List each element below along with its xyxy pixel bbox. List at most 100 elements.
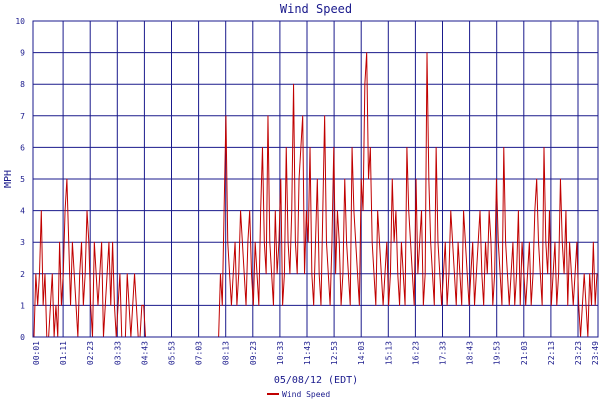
data-point [221, 305, 223, 306]
data-point [81, 241, 82, 243]
data-point [466, 273, 468, 275]
data-point [51, 273, 53, 275]
data-point [373, 273, 375, 275]
data-point [291, 210, 293, 212]
data-point [315, 241, 316, 243]
data-point [519, 305, 521, 306]
data-point [439, 273, 441, 275]
data-point [411, 273, 413, 275]
data-point [307, 241, 309, 243]
data-point [256, 273, 258, 275]
data-point [110, 305, 112, 306]
data-point [108, 241, 110, 243]
data-point [276, 273, 278, 275]
data-point [539, 273, 541, 275]
x-tick-label: 11:43 [303, 341, 312, 365]
data-point [245, 305, 247, 306]
x-tick-label: 01:11 [59, 341, 68, 365]
data-point [271, 273, 273, 275]
data-point [329, 305, 331, 306]
data-point [117, 305, 119, 306]
data-point [119, 273, 121, 275]
data-point [40, 210, 42, 212]
data-point [454, 273, 455, 275]
data-point [585, 305, 587, 306]
data-point [393, 241, 395, 243]
data-point [390, 273, 391, 275]
data-point [485, 241, 486, 243]
data-point [459, 273, 461, 275]
data-point [225, 115, 227, 117]
data-point [592, 241, 594, 243]
data-point [538, 241, 539, 243]
y-tick-labels: 0 1 2 3 4 5 6 7 8 9 10 [15, 17, 25, 342]
data-point [223, 210, 225, 212]
data-point [574, 273, 576, 275]
data-point [232, 273, 234, 275]
data-point [426, 52, 428, 53]
x-tick-label: 17:33 [439, 341, 448, 365]
chart-title: Wind Speed [280, 2, 352, 16]
data-point [490, 241, 492, 243]
data-point [227, 241, 229, 243]
data-point [240, 210, 241, 212]
data-point [234, 241, 236, 243]
data-point [99, 273, 101, 275]
data-point [294, 241, 296, 243]
data-point [278, 241, 280, 243]
data-point [114, 305, 115, 306]
x-tick-label: 22:13 [547, 341, 556, 365]
y-tick-label: 8 [20, 80, 25, 89]
data-point [571, 273, 572, 275]
data-point [322, 210, 324, 212]
data-point [260, 210, 262, 212]
data-point [483, 305, 485, 306]
data-point [494, 273, 496, 275]
data-point [448, 273, 450, 275]
plot-frame [32, 20, 599, 338]
data-point [505, 241, 506, 243]
data-point [258, 305, 260, 306]
data-point [251, 273, 252, 275]
data-point [446, 305, 448, 306]
data-point [532, 273, 534, 275]
data-point [488, 210, 490, 212]
data-point [561, 241, 563, 243]
x-tick-label: 00:01 [32, 341, 41, 365]
data-point [508, 305, 510, 306]
data-point [530, 305, 532, 306]
x-tick-label: 10:33 [276, 341, 285, 365]
data-point [463, 210, 464, 212]
grid [33, 20, 598, 338]
data-point [369, 147, 371, 148]
data-point [380, 273, 382, 275]
data-point [351, 147, 353, 148]
y-tick-label: 6 [20, 143, 25, 152]
x-tick-label: 21:03 [520, 341, 529, 365]
x-tick-label: 16:23 [411, 341, 420, 365]
data-point [324, 115, 326, 117]
y-tick-label: 3 [20, 238, 25, 247]
data-point [238, 273, 240, 275]
data-point [132, 305, 134, 306]
data-point [229, 273, 230, 275]
data-point [421, 210, 422, 212]
data-point [342, 273, 344, 275]
data-point [249, 210, 251, 212]
data-point [296, 273, 298, 275]
data-point [61, 305, 62, 306]
data-point [432, 273, 433, 275]
data-point [399, 305, 400, 306]
data-point [514, 305, 516, 306]
data-point [550, 305, 552, 306]
data-point [419, 241, 421, 243]
data-point [282, 305, 283, 306]
data-point [263, 241, 265, 243]
data-point [298, 178, 300, 180]
data-point [558, 273, 560, 275]
data-point [273, 305, 274, 306]
data-point [84, 273, 86, 275]
data-point [254, 241, 256, 243]
data-point [543, 147, 545, 148]
